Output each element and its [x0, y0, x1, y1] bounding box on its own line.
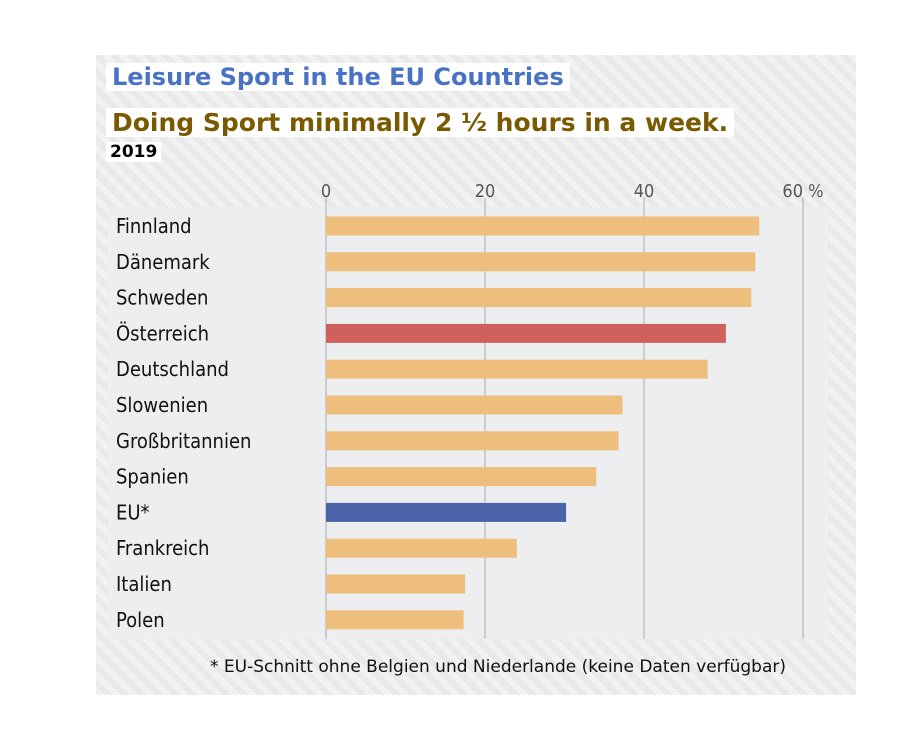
category-label: Deutschland	[116, 357, 229, 381]
x-tick-label: 60 %	[782, 181, 823, 202]
x-tick-label: 40	[634, 181, 655, 202]
x-tick-label: 20	[475, 181, 496, 202]
bar	[326, 610, 464, 630]
bar	[326, 216, 760, 236]
bar	[326, 323, 726, 343]
category-label: Schweden	[116, 286, 208, 310]
x-tick-label: 0	[321, 181, 331, 202]
bar	[326, 538, 517, 558]
category-label: Finnland	[116, 214, 192, 238]
category-label: Österreich	[116, 321, 209, 345]
bar	[326, 467, 597, 487]
plot-area	[108, 207, 828, 639]
bar	[326, 252, 756, 272]
bar	[326, 574, 466, 594]
bar	[326, 359, 708, 379]
bar	[326, 502, 567, 522]
footnote: * EU-Schnitt ohne Belgien und Niederland…	[210, 657, 787, 677]
category-label: Spanien	[116, 465, 189, 489]
category-label: Dänemark	[116, 250, 210, 274]
category-label: Frankreich	[116, 536, 209, 560]
category-label: Polen	[116, 608, 165, 632]
category-label: Italien	[116, 572, 172, 596]
chart-subtitle: Doing Sport minimally 2 ½ hours in a wee…	[106, 108, 735, 137]
chart-year: 2019	[106, 142, 162, 162]
bar	[326, 395, 623, 415]
category-label: EU*	[116, 500, 150, 524]
category-label: Großbritannien	[116, 429, 251, 453]
category-label: Slowenien	[116, 393, 208, 417]
chart-title: Leisure Sport in the EU Countries	[106, 63, 570, 91]
bar	[326, 288, 752, 308]
bar	[326, 431, 619, 451]
